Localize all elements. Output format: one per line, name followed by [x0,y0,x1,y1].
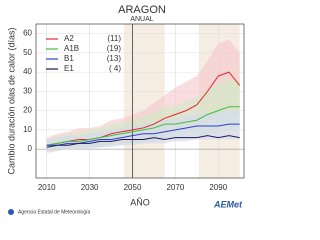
x-tick-label: 2090 [209,183,227,192]
series-line [46,106,240,146]
y-tick-label: 0 [28,144,33,153]
x-tick-label: 2050 [124,183,142,192]
logo: AEMet [213,199,243,209]
y-tick-label: 40 [23,67,32,76]
legend-label: E1 [64,64,74,73]
series-line [46,71,241,146]
footer: Agencia Estatal de Meteorología [18,209,90,215]
legend-count: (13) [107,54,122,63]
chart-subtitle: ANUAL [130,16,153,23]
y-tick-label: 50 [23,48,32,57]
x-tick-label: 2010 [38,183,56,192]
y-tick-label: 10 [23,125,32,134]
legend-count: ( 4) [109,64,121,73]
y-axis-label: Cambio duración olas de calor (días) [6,27,16,174]
footer-icon [8,209,14,215]
plot-frame [35,23,245,179]
x-axis-label: AÑO [130,197,150,207]
x-tick-label: 2070 [166,183,184,192]
series-line [46,135,240,148]
legend-label: B1 [64,54,74,63]
y-tick-label: 30 [23,86,32,95]
x-tick-label: 2030 [81,183,99,192]
legend-label: A2 [64,34,74,43]
legend-count: (19) [107,44,122,53]
chart: ARAGON ANUAL Cambio duración olas de cal… [6,4,245,215]
legend-label: A1B [64,44,79,53]
y-tick-label: 20 [23,106,32,115]
legend-count: (11) [107,34,121,43]
y-tick-label: 60 [23,29,32,38]
chart-title: ARAGON [118,4,166,16]
